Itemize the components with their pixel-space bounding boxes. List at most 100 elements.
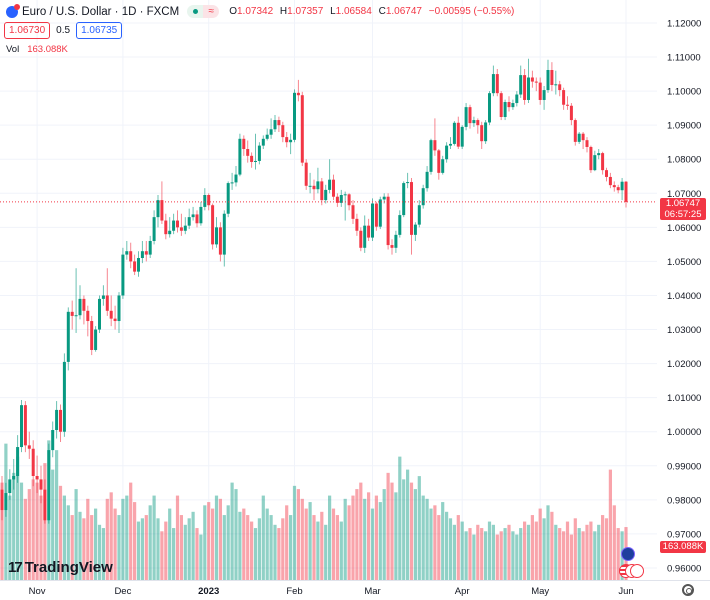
candle-up bbox=[484, 122, 488, 142]
volume-bar bbox=[577, 528, 581, 580]
candle-down bbox=[195, 214, 199, 224]
change-value: −0.00595 (−0.55%) bbox=[428, 6, 515, 17]
candle-down bbox=[351, 205, 355, 219]
volume-bar bbox=[207, 502, 211, 580]
tradingview-logo-icon: 17 bbox=[8, 559, 23, 576]
candle-up bbox=[152, 217, 156, 241]
candle-down bbox=[585, 140, 589, 147]
volume-bar bbox=[226, 505, 230, 580]
volume-bar bbox=[363, 498, 367, 580]
candle-down bbox=[164, 220, 168, 235]
candle-up bbox=[66, 311, 70, 362]
volume-bar bbox=[214, 495, 219, 580]
volume-bar bbox=[277, 528, 281, 580]
candle-up bbox=[273, 120, 277, 130]
volume-bar bbox=[565, 521, 570, 580]
volume-bar bbox=[230, 482, 234, 580]
candle-up bbox=[269, 129, 273, 135]
candle-down bbox=[320, 181, 324, 201]
time-tick-label: May bbox=[531, 586, 549, 597]
buy-button[interactable]: 1.06735 bbox=[76, 22, 123, 39]
price-tick-label: 1.00000 bbox=[667, 427, 701, 438]
price-tick-label: 1.11000 bbox=[667, 53, 701, 64]
volume-bar bbox=[370, 508, 375, 580]
status-pill[interactable]: ≈ bbox=[187, 5, 220, 18]
candle-down bbox=[300, 95, 304, 163]
candle-down bbox=[390, 245, 394, 248]
volume-bar bbox=[499, 531, 503, 580]
volume-bar bbox=[534, 521, 538, 580]
volume-bar bbox=[242, 508, 246, 580]
approx-icon: ≈ bbox=[203, 5, 220, 18]
candle-up bbox=[230, 182, 234, 184]
candle-down bbox=[113, 318, 117, 322]
price-tick-label: 1.09000 bbox=[667, 121, 701, 132]
ohlc-values: O1.07342 H1.07357 L1.06584 C1.06747 −0.0… bbox=[229, 6, 515, 17]
volume-bar bbox=[265, 508, 269, 580]
candle-down bbox=[608, 176, 612, 186]
candle-up bbox=[254, 160, 257, 162]
candle-down bbox=[624, 181, 628, 202]
candle-up bbox=[472, 120, 476, 124]
settings-gear-icon[interactable] bbox=[682, 584, 694, 596]
candle-up bbox=[449, 143, 452, 146]
candle-up bbox=[4, 493, 8, 511]
candle-down bbox=[437, 150, 441, 173]
candle-down bbox=[601, 153, 605, 171]
volume-bar bbox=[604, 518, 609, 580]
tradingview-logo[interactable]: 17 TradingView bbox=[8, 559, 113, 576]
candle-up bbox=[222, 213, 226, 255]
candle-up bbox=[519, 75, 523, 95]
volume-value: 163.088K bbox=[27, 44, 68, 55]
volume-bar bbox=[413, 489, 417, 580]
volume-bar bbox=[148, 505, 152, 580]
time-tick-label: Dec bbox=[114, 586, 131, 597]
candle-up bbox=[121, 254, 125, 296]
volume-bar bbox=[172, 528, 176, 580]
candle-up bbox=[394, 234, 398, 248]
volume-bar bbox=[125, 495, 129, 580]
volume-bar bbox=[296, 489, 300, 580]
candle-down bbox=[39, 479, 43, 490]
candle-down bbox=[90, 321, 94, 350]
candle-up bbox=[328, 179, 332, 190]
volume-bar bbox=[445, 511, 449, 580]
volume-bar bbox=[562, 531, 566, 580]
candle-up bbox=[226, 183, 230, 214]
us-event-flag-icon[interactable] bbox=[630, 564, 644, 578]
sell-button[interactable]: 1.06730 bbox=[4, 22, 51, 39]
volume-bar bbox=[31, 479, 35, 580]
candle-up bbox=[8, 479, 12, 494]
volume-bar bbox=[156, 518, 160, 580]
candle-down bbox=[129, 251, 133, 262]
volume-bar bbox=[476, 524, 480, 580]
volume-bar bbox=[538, 508, 542, 580]
volume-bar bbox=[19, 482, 24, 580]
candle-up bbox=[417, 205, 421, 225]
volume-bar bbox=[429, 508, 433, 580]
price-tick-label: 1.06000 bbox=[667, 223, 701, 234]
bar-countdown: 06:57:25 bbox=[664, 208, 702, 220]
candle-up bbox=[238, 138, 242, 175]
candle-down bbox=[70, 311, 74, 316]
volume-bar bbox=[585, 524, 589, 580]
eu-event-flag-icon[interactable] bbox=[621, 547, 635, 561]
volume-bar bbox=[203, 505, 207, 580]
volume-bar bbox=[90, 515, 94, 580]
time-tick-label: Jun bbox=[618, 586, 633, 597]
volume-bar bbox=[218, 498, 222, 580]
candle-up bbox=[12, 475, 16, 480]
volume-bar bbox=[374, 495, 378, 580]
candle-down bbox=[312, 185, 316, 190]
candle-up bbox=[257, 145, 261, 161]
candle-up bbox=[511, 103, 515, 108]
last-price-label: 1.06747 06:57:25 bbox=[660, 197, 706, 220]
volume-bar bbox=[179, 515, 183, 580]
volume-bar bbox=[117, 515, 121, 580]
candle-up bbox=[343, 194, 347, 196]
symbol-title[interactable]: Euro / U.S. Dollar · 1D · FXCM bbox=[22, 5, 180, 18]
candle-down bbox=[304, 162, 308, 186]
volume-bar bbox=[452, 524, 456, 580]
volume-bar bbox=[285, 505, 289, 580]
